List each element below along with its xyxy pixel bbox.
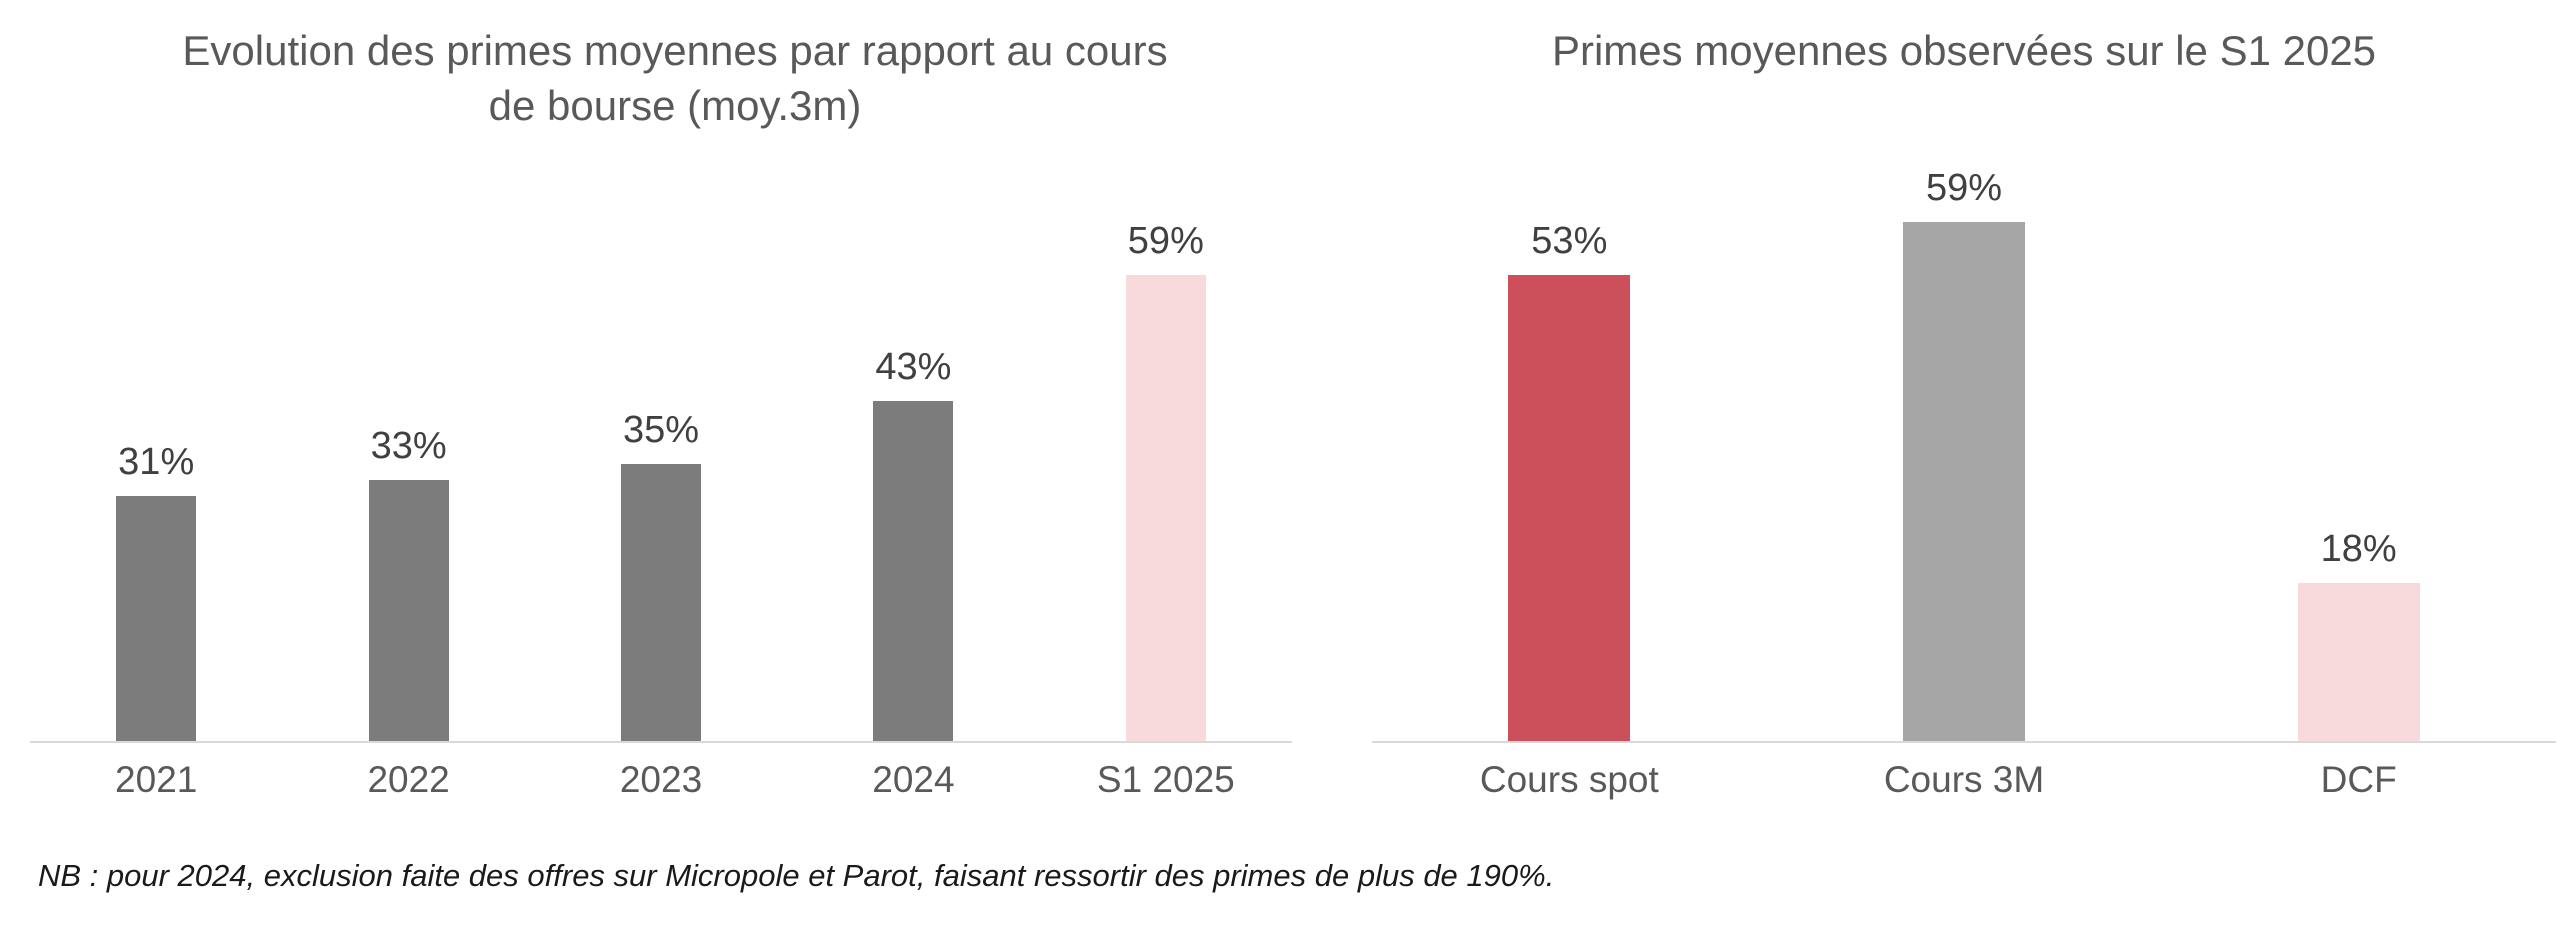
bar-2022 [368,480,449,741]
bar-value-label: 53% [1531,220,1608,263]
category-label: 2022 [367,759,450,800]
bar-column: 31% [30,441,282,741]
chart-title-evolution: Evolution des primes moyennes par rappor… [182,27,1168,129]
category-label: Cours spot [1479,759,1659,800]
bar-s1-2025 [1125,275,1206,741]
category-label: DCF [2320,759,2397,800]
plot-area-primes-s1: 53% 59% 18% [1372,160,2556,743]
bar-2024 [873,401,954,741]
x-axis-labels-evolution: 2021 2022 2023 2024 S1 2025 [30,759,1292,801]
bar-column: 43% [787,346,1039,741]
bar-column: 59% [1040,220,1292,741]
bar-value-label: 33% [370,425,447,468]
bar-column: 53% [1372,220,1767,741]
bar-value-label: 59% [1925,167,2003,210]
bar-column: 18% [2161,528,2556,741]
category-label: S1 2025 [1096,759,1235,800]
bar-column: 33% [282,425,534,741]
bar-value-label: 59% [1127,220,1204,263]
footnote: NB : pour 2024, exclusion faite des offr… [38,858,1555,893]
bar-value-label: 31% [118,441,195,484]
bar-column: 35% [535,409,787,741]
bar-value-label: 35% [622,409,700,452]
bar-dcf [2297,583,2420,741]
bar-2023 [621,464,702,741]
bar-cours-spot [1508,275,1631,741]
bar-cours-3m [1903,222,2025,741]
category-label: 2021 [115,759,198,800]
bar-value-label: 43% [875,346,952,389]
category-label: 2024 [872,759,955,800]
bar-column: 59% [1767,167,2162,741]
bar-value-label: 18% [2320,528,2397,571]
category-label: Cours 3M [1883,759,2045,800]
chart-title-primes-s1: Primes moyennes observées sur le S1 2025 [1551,27,2377,74]
plot-area-evolution: 31% 33% 35% 43% 59% [30,170,1292,743]
x-axis-labels-primes-s1: Cours spot Cours 3M DCF [1372,759,2556,801]
category-label: 2023 [619,759,703,800]
bar-2021 [116,496,197,741]
